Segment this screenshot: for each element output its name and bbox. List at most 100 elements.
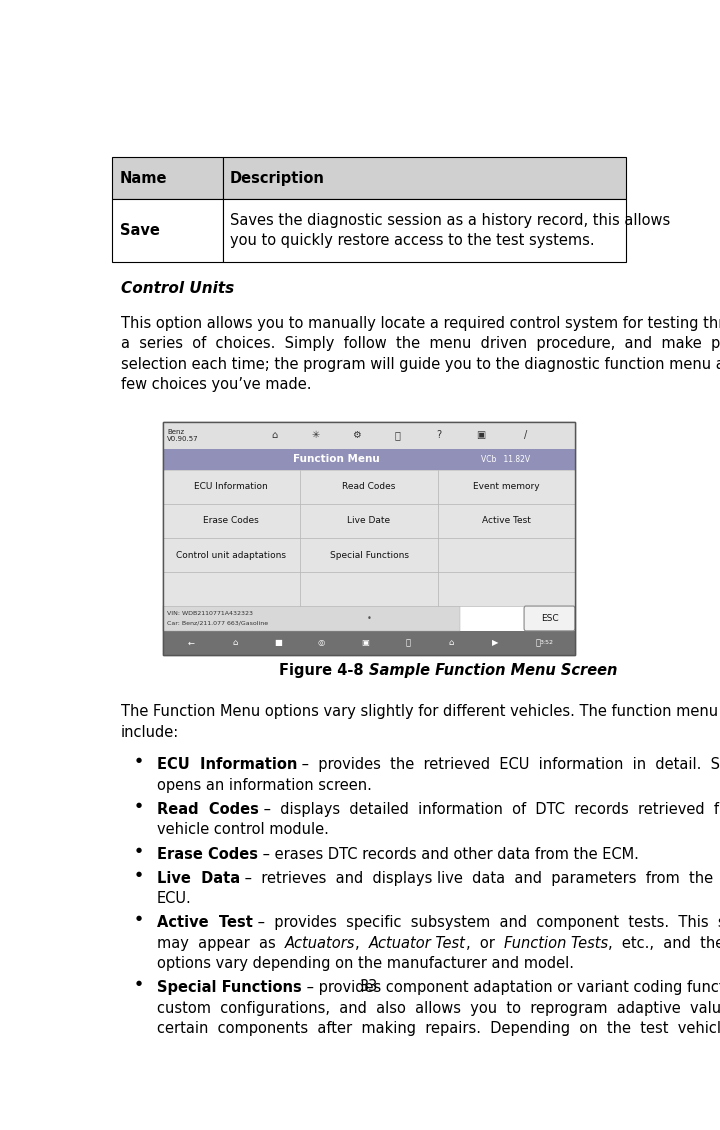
Text: ✳: ✳ [311, 431, 320, 441]
Text: /: / [524, 431, 528, 441]
Text: ⌂: ⌂ [449, 638, 454, 647]
Text: ,  or: , or [466, 936, 504, 950]
Text: Read Codes: Read Codes [342, 483, 396, 492]
Text: Saves the diagnostic session as a history record, this allows: Saves the diagnostic session as a histor… [230, 212, 670, 228]
Text: Control unit adaptations: Control unit adaptations [176, 550, 287, 559]
Text: may  appear  as: may appear as [157, 936, 285, 950]
Text: – erases DTC records and other data from the ECM.: – erases DTC records and other data from… [258, 846, 639, 861]
Text: Special Functions: Special Functions [330, 550, 408, 559]
Text: few choices you’ve made.: few choices you’ve made. [121, 377, 311, 392]
Text: certain  components  after  making  repairs.  Depending  on  the  test  vehicle,: certain components after making repairs.… [157, 1022, 720, 1036]
Text: Active  Test: Active Test [157, 915, 253, 930]
Bar [112, 157, 222, 199]
Text: ←: ← [188, 638, 195, 647]
Text: Read  Codes: Read Codes [157, 802, 258, 817]
Bar [438, 504, 575, 538]
Text: ⎙: ⎙ [395, 431, 401, 441]
Text: Figure 4-8: Figure 4-8 [279, 663, 369, 678]
Bar [163, 606, 460, 631]
Text: ▣: ▣ [361, 638, 369, 647]
Bar [438, 470, 575, 504]
Text: Erase Codes: Erase Codes [204, 516, 259, 525]
Text: – provides component adaptation or variant coding functions for: – provides component adaptation or varia… [302, 981, 720, 996]
Bar [163, 572, 300, 606]
Text: ,: , [356, 936, 369, 950]
Text: Function Tests: Function Tests [504, 936, 608, 950]
Text: opens an information screen.: opens an information screen. [157, 777, 372, 793]
Text: Special Functions: Special Functions [157, 981, 302, 996]
Bar [163, 504, 300, 538]
Text: you to quickly restore access to the test systems.: you to quickly restore access to the tes… [230, 233, 595, 249]
Text: Sample Function Menu Screen: Sample Function Menu Screen [369, 663, 617, 678]
Text: 33: 33 [360, 980, 378, 994]
Bar [438, 538, 575, 572]
Text: Save: Save [120, 223, 159, 238]
Text: ◎: ◎ [318, 638, 325, 647]
Text: Function Menu: Function Menu [292, 454, 379, 464]
Text: ●: ● [135, 757, 142, 764]
Text: ⎕: ⎕ [536, 638, 541, 647]
FancyBboxPatch shape [524, 606, 575, 631]
Text: •: • [366, 614, 372, 623]
Text: ●: ● [135, 802, 142, 808]
Text: include:: include: [121, 724, 179, 740]
Text: ●: ● [135, 871, 142, 877]
Text: –  provides  the  retrieved  ECU  information  in  detail.  Selecting: – provides the retrieved ECU information… [297, 757, 720, 773]
Text: ⌂: ⌂ [232, 638, 238, 647]
Text: ●: ● [135, 915, 142, 921]
Text: ECU.: ECU. [157, 892, 192, 906]
Text: ●: ● [135, 981, 142, 986]
Bar [300, 504, 438, 538]
Text: ■: ■ [274, 638, 282, 647]
Text: This option allows you to manually locate a required control system for testing : This option allows you to manually locat… [121, 315, 720, 331]
Text: Live Date: Live Date [348, 516, 390, 525]
Text: –  retrieves  and  displays live  data  and  parameters  from  the  vehicle’s: – retrieves and displays live data and p… [240, 871, 720, 886]
Text: options vary depending on the manufacturer and model.: options vary depending on the manufactur… [157, 956, 574, 971]
Text: Event memory: Event memory [473, 483, 540, 492]
Text: ⚙: ⚙ [352, 431, 361, 441]
Text: Active Test: Active Test [482, 516, 531, 525]
Text: –  provides  specific  subsystem  and  component  tests.  This  selection: – provides specific subsystem and compon… [253, 915, 720, 930]
Text: Control Units: Control Units [121, 281, 234, 296]
Text: ●: ● [135, 846, 142, 852]
Text: Description: Description [230, 171, 325, 185]
Text: custom  configurations,  and  also  allows  you  to  reprogram  adaptive  values: custom configurations, and also allows y… [157, 1001, 720, 1016]
Text: ▣: ▣ [476, 431, 485, 441]
Text: ESC: ESC [541, 614, 558, 623]
Bar [112, 199, 222, 262]
Text: vehicle control module.: vehicle control module. [157, 823, 329, 837]
Bar [438, 572, 575, 606]
Bar [300, 470, 438, 504]
Bar [163, 449, 575, 470]
Bar [222, 157, 626, 199]
Text: ▶: ▶ [492, 638, 498, 647]
Text: Actuators: Actuators [285, 936, 356, 950]
Text: a  series  of  choices.  Simply  follow  the  menu  driven  procedure,  and  mak: a series of choices. Simply follow the m… [121, 336, 720, 351]
Bar [163, 470, 300, 504]
Bar [163, 421, 575, 655]
Bar [300, 538, 438, 572]
Bar [163, 538, 300, 572]
Bar [300, 572, 438, 606]
Bar [163, 421, 575, 449]
Text: ECU  Information: ECU Information [157, 757, 297, 773]
Text: ?: ? [436, 431, 442, 441]
Text: ⎙: ⎙ [406, 638, 410, 647]
Text: Live  Data: Live Data [157, 871, 240, 886]
Text: VCb   11.82V: VCb 11.82V [481, 454, 530, 463]
Text: ,  etc.,  and  the  tests: , etc., and the tests [608, 936, 720, 950]
Text: Benz
V0.90.57: Benz V0.90.57 [167, 428, 199, 442]
Text: ⌂: ⌂ [271, 431, 277, 441]
Text: Name: Name [120, 171, 167, 185]
Text: –  displays  detailed  information  of  DTC  records  retrieved  from  the: – displays detailed information of DTC r… [258, 802, 720, 817]
Text: ECU Information: ECU Information [194, 483, 269, 492]
Text: Car: Benz/211.077 663/Gasoline: Car: Benz/211.077 663/Gasoline [167, 620, 268, 626]
Text: Actuator Test: Actuator Test [369, 936, 466, 950]
Bar [222, 199, 626, 262]
Bar [163, 631, 575, 655]
Text: selection each time; the program will guide you to the diagnostic function menu : selection each time; the program will gu… [121, 357, 720, 372]
Text: Erase Codes: Erase Codes [157, 846, 258, 861]
Text: VIN: WDB2110771A432323: VIN: WDB2110771A432323 [167, 611, 253, 616]
Text: 3:52: 3:52 [539, 641, 554, 645]
Text: The Function Menu options vary slightly for different vehicles. The function men: The Function Menu options vary slightly … [121, 704, 720, 720]
